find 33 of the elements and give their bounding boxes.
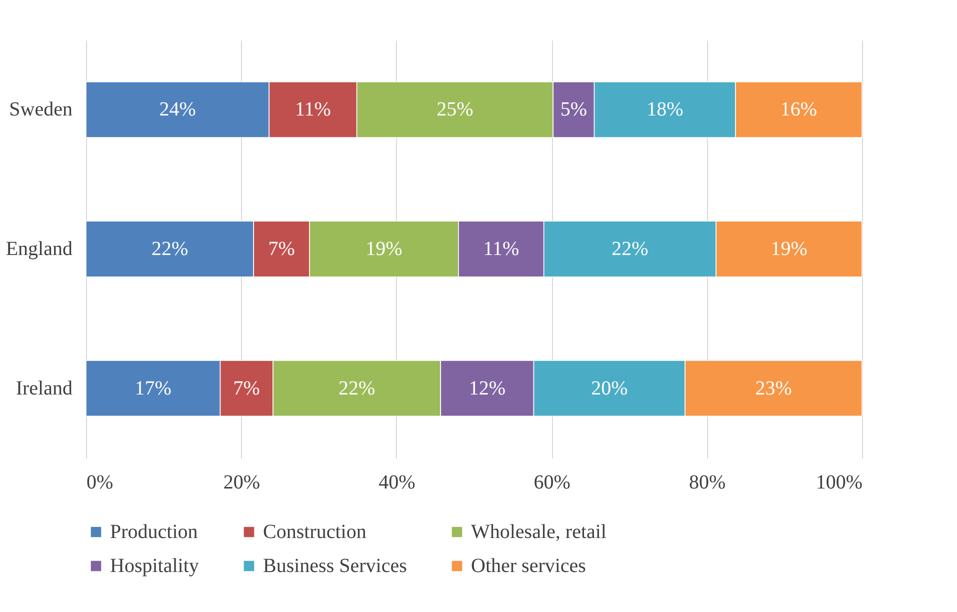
data-label: 16%	[780, 98, 818, 121]
x-tick-label: 100%	[816, 472, 862, 494]
data-label: 22%	[151, 238, 188, 260]
legend-label: Hospitality	[110, 555, 199, 577]
data-label: 11%	[295, 98, 331, 121]
x-tick-label: 80%	[688, 472, 726, 494]
legend-label: Business Services	[263, 555, 408, 577]
legend-label: Other services	[471, 555, 586, 577]
data-label: 12%	[468, 377, 506, 400]
y-tick-label: Sweden	[9, 98, 72, 121]
data-label: 18%	[646, 98, 684, 121]
y-tick-label: Ireland	[16, 377, 72, 400]
legend-label: Wholesale, retail	[471, 521, 607, 543]
x-tick-label: 0%	[86, 472, 114, 494]
data-label: 17%	[134, 377, 172, 400]
data-label: 25%	[436, 98, 474, 121]
data-label: 20%	[591, 377, 628, 400]
x-tick-label: 20%	[223, 472, 260, 494]
x-tick-label: 60%	[534, 472, 570, 494]
x-tick-label: 40%	[378, 472, 416, 494]
legend-label: Construction	[263, 521, 366, 543]
data-label: 7%	[268, 238, 295, 260]
data-label: 23%	[755, 377, 792, 400]
data-label: 22%	[612, 238, 648, 260]
y-tick-label: England	[6, 238, 72, 260]
data-label: 7%	[233, 377, 260, 400]
data-label: 11%	[483, 238, 520, 260]
data-label: 19%	[366, 238, 402, 260]
legend-label: Production	[110, 521, 198, 543]
data-label: 19%	[770, 238, 808, 260]
data-label: 22%	[338, 377, 376, 400]
data-label: 24%	[159, 98, 196, 121]
data-label: 5%	[560, 98, 588, 121]
